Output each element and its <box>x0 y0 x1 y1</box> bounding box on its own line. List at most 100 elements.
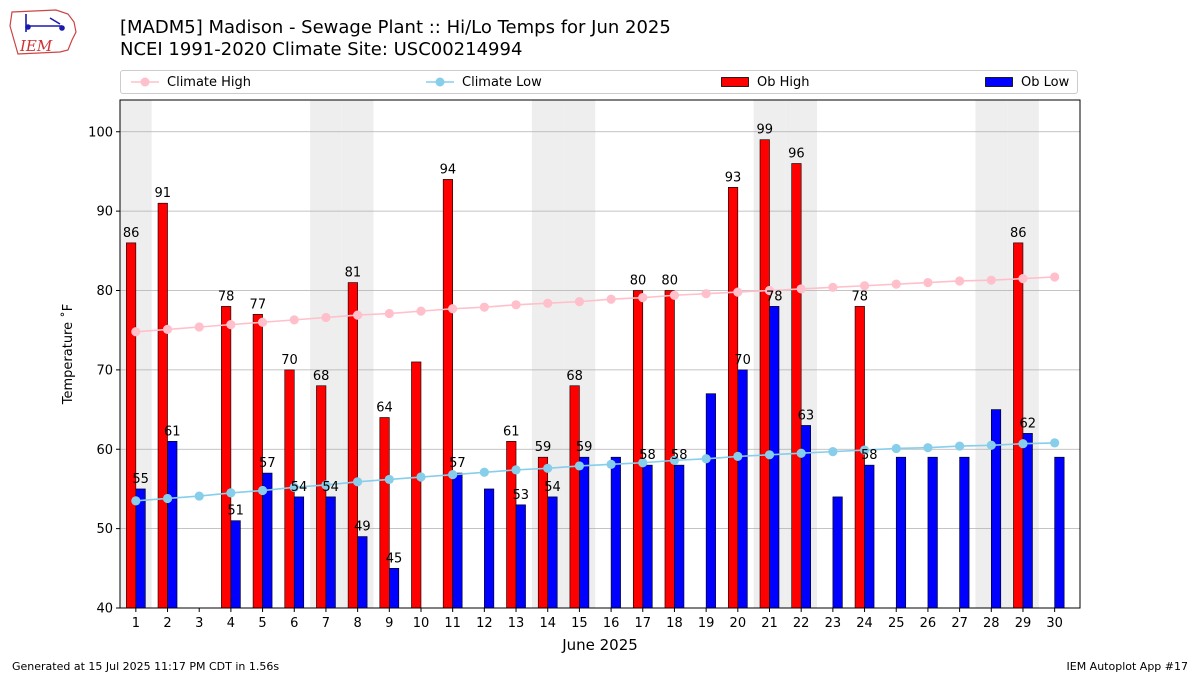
x-tick-label-19: 19 <box>698 616 715 631</box>
x-tick-label-14: 14 <box>539 616 556 631</box>
legend-swatch-ob-low <box>985 77 1013 87</box>
y-tick-label-40: 40 <box>96 602 113 617</box>
label-ob-high-day-9: 64 <box>376 401 393 416</box>
x-tick-label-13: 13 <box>508 616 525 631</box>
point-climate-high-day-30 <box>1050 272 1060 282</box>
bar-ob-low-day-26 <box>927 456 938 609</box>
label-ob-low-day-7: 54 <box>322 480 339 495</box>
point-climate-high-day-29 <box>1018 273 1028 284</box>
point-climate-high-day-10 <box>416 306 426 316</box>
bar-ob-low-day-16 <box>610 456 621 609</box>
bar-ob-low-day-6 <box>293 496 305 609</box>
point-climate-high-day-25 <box>891 279 901 289</box>
label-ob-high-day-17: 80 <box>630 274 647 289</box>
bar-ob-low-day-14 <box>547 496 558 609</box>
point-climate-low-day-14 <box>543 463 553 473</box>
x-tick-label-5: 5 <box>258 616 266 631</box>
bar-ob-low-day-29 <box>1022 433 1033 609</box>
legend-label-climate-low: Climate Low <box>462 74 542 90</box>
plot-frame <box>119 99 1081 609</box>
x-tick-label-29: 29 <box>1015 616 1032 631</box>
bar-ob-high-day-20 <box>728 187 739 609</box>
bar-ob-high-day-9 <box>379 417 390 609</box>
legend-item-climate-low: Climate Low <box>426 71 542 93</box>
x-tick-label-15: 15 <box>571 616 588 631</box>
legend-item-ob-low: Ob Low <box>985 71 1069 93</box>
label-ob-low-day-24: 58 <box>861 448 878 463</box>
bar-ob-high-day-1 <box>126 242 137 609</box>
point-climate-high-day-4 <box>226 320 236 330</box>
label-ob-high-day-20: 93 <box>725 170 742 185</box>
point-climate-low-day-7 <box>321 480 331 490</box>
point-climate-low-day-25 <box>891 443 901 454</box>
label-ob-high-day-1: 86 <box>123 226 140 241</box>
bar-ob-low-day-25 <box>895 456 907 609</box>
point-climate-high-day-1 <box>131 327 141 337</box>
point-climate-low-day-20 <box>733 451 743 461</box>
x-axis-label: June 2025 <box>561 636 638 654</box>
point-climate-high-day-24 <box>859 281 870 291</box>
point-climate-low-day-27 <box>955 441 965 451</box>
point-climate-low-day-6 <box>289 482 299 492</box>
label-ob-low-day-21: 78 <box>766 289 783 304</box>
y-tick-label-60: 60 <box>96 443 113 458</box>
bar-ob-low-day-18 <box>674 464 685 609</box>
x-tick-label-27: 27 <box>951 616 968 631</box>
line-climate-low <box>135 442 1055 502</box>
point-climate-low-day-21 <box>764 450 775 460</box>
point-climate-high-day-9 <box>384 308 394 319</box>
label-ob-high-day-22: 96 <box>788 147 805 162</box>
y-tick-label-80: 80 <box>96 284 113 299</box>
x-tick-label-3: 3 <box>195 616 203 631</box>
label-ob-low-day-22: 63 <box>798 408 815 423</box>
legend-item-climate-high: Climate High <box>131 71 251 93</box>
label-ob-low-day-15: 59 <box>576 440 593 455</box>
x-tick-label-25: 25 <box>888 616 905 631</box>
label-ob-low-day-6: 54 <box>291 480 308 495</box>
x-tick-label-16: 16 <box>603 616 620 631</box>
point-climate-high-day-23 <box>828 282 838 292</box>
x-tick-label-11: 11 <box>444 616 461 631</box>
label-ob-low-day-8: 49 <box>354 520 371 535</box>
bar-ob-low-day-9 <box>389 568 400 609</box>
point-climate-high-day-8 <box>353 310 363 320</box>
point-climate-high-day-17 <box>638 293 648 303</box>
label-ob-low-day-11: 57 <box>449 456 466 471</box>
chart-legend: Climate High Climate Low Ob High Ob Low <box>120 70 1078 94</box>
legend-item-ob-high: Ob High <box>721 71 810 93</box>
x-tick-label-22: 22 <box>793 616 810 631</box>
point-climate-high-day-2 <box>162 324 173 334</box>
bar-ob-low-day-17 <box>642 464 653 609</box>
bar-ob-low-day-20 <box>737 369 748 609</box>
x-tick-label-10: 10 <box>413 616 430 631</box>
point-climate-low-day-19 <box>701 454 711 464</box>
bar-ob-high-day-4 <box>221 306 232 609</box>
x-tick-label-17: 17 <box>634 616 651 631</box>
label-ob-low-day-17: 58 <box>639 448 656 463</box>
label-ob-high-day-7: 68 <box>313 369 330 384</box>
x-tick-label-6: 6 <box>290 616 298 631</box>
point-climate-low-day-4 <box>226 488 236 498</box>
y-tick-label-100: 100 <box>88 125 113 140</box>
bar-ob-high-day-11 <box>442 179 453 609</box>
bar-ob-low-day-11 <box>452 472 463 609</box>
legend-label-climate-high: Climate High <box>167 74 252 90</box>
point-climate-high-day-21 <box>764 285 775 296</box>
x-tick-label-23: 23 <box>825 616 842 631</box>
iowa-outline <box>9 9 77 55</box>
bar-ob-high-day-10 <box>411 361 422 609</box>
point-climate-high-day-3 <box>194 322 204 332</box>
point-climate-low-day-12 <box>479 467 489 477</box>
x-tick-label-24: 24 <box>856 616 873 631</box>
point-climate-low-day-16 <box>606 459 616 469</box>
point-climate-low-day-17 <box>638 458 648 468</box>
label-ob-high-day-21: 99 <box>756 123 773 138</box>
x-tick-label-7: 7 <box>322 616 330 631</box>
label-ob-high-day-8: 81 <box>345 266 362 281</box>
iem-logo: IEM <box>9 9 77 55</box>
point-climate-high-day-5 <box>257 317 268 327</box>
point-climate-high-day-6 <box>289 315 299 325</box>
point-climate-high-day-7 <box>321 312 331 323</box>
bar-ob-low-day-12 <box>484 488 495 609</box>
